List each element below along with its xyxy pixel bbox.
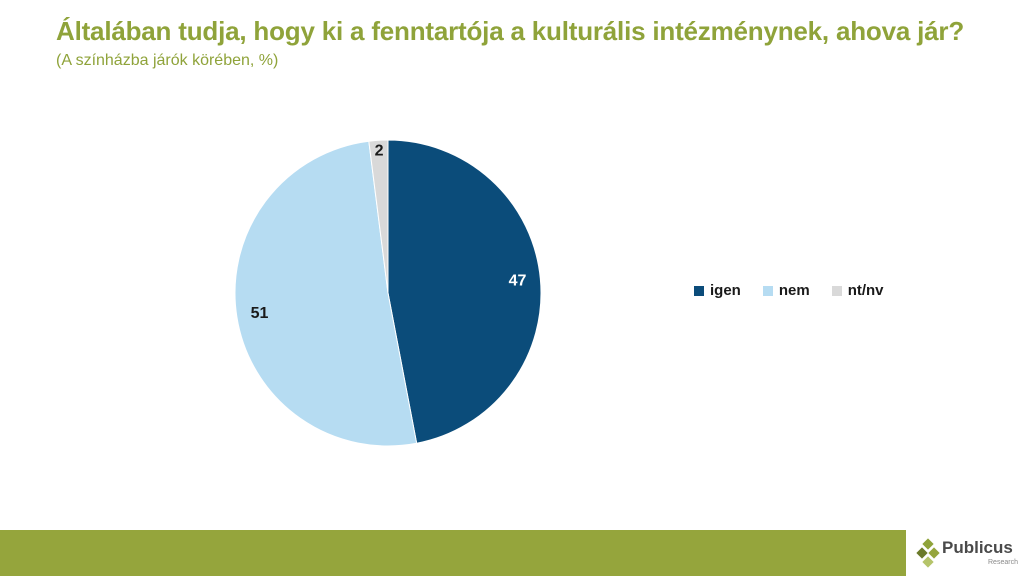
chart-legend: igen nem nt/nv xyxy=(694,282,884,299)
legend-swatch xyxy=(831,285,842,296)
page-subtitle: (A színházba járók körében, %) xyxy=(56,52,279,69)
data-label-nem: 51 xyxy=(251,305,269,322)
legend-label: nem xyxy=(778,282,810,299)
footer-bar xyxy=(0,530,906,576)
pie-slice-nem xyxy=(234,140,418,447)
page-title: Általában tudja, hogy ki a fenntartója a… xyxy=(56,16,965,46)
logo-subtitle: Research xyxy=(988,559,1018,566)
legend-item-nt-nv: nt/nv xyxy=(831,282,884,299)
legend-swatch xyxy=(762,285,773,296)
legend-label: igen xyxy=(710,282,741,299)
logo-name: Publicus xyxy=(942,538,1013,557)
pie-labels: 47 51 2 xyxy=(251,142,527,321)
pie-slice-igen xyxy=(387,139,542,444)
legend-label: nt/nv xyxy=(847,282,884,299)
data-label-igen: 47 xyxy=(509,272,527,289)
diamond-cluster-icon xyxy=(916,538,940,568)
legend-item-nem: nem xyxy=(762,282,810,299)
legend-item-igen: igen xyxy=(694,282,741,299)
publicus-logo: Publicus Research xyxy=(916,536,1022,572)
data-label-nt-nv: 2 xyxy=(375,142,384,159)
pie-slice-nt-nv xyxy=(368,139,389,294)
legend-swatch xyxy=(694,285,704,296)
pie-slices xyxy=(234,139,542,447)
